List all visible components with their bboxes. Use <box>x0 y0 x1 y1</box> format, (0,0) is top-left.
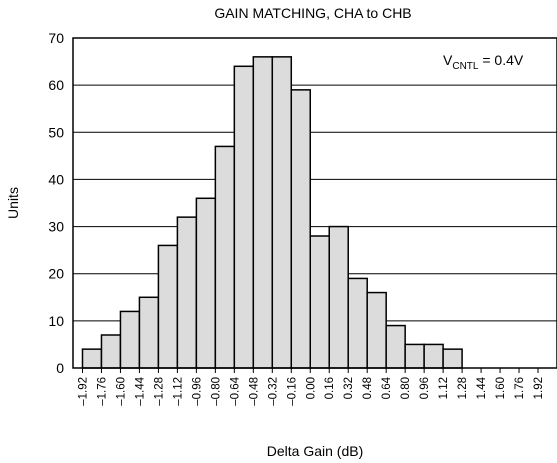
x-tick-label: 1.44 <box>476 376 488 399</box>
histogram-bar <box>214 145 236 369</box>
x-tick-label: –0.48 <box>248 377 260 406</box>
x-tick-label: 0.96 <box>419 377 431 399</box>
x-tick-label: 1.60 <box>495 377 507 399</box>
y-tick-label: 30 <box>48 219 64 235</box>
histogram-bar <box>347 277 368 369</box>
x-axis-ticks: –1.92 –1.76 –1.60 –1.44 –1.28 –1.12 –0.96 –0.80… <box>77 368 545 406</box>
chart-title: GAIN MATCHING, CHA to CHB <box>214 5 411 21</box>
histogram-bar <box>423 343 444 369</box>
x-tick-label: –1.28 <box>153 377 165 406</box>
y-tick-label: 20 <box>48 266 64 282</box>
x-tick-label: 0.16 <box>324 377 336 399</box>
x-tick-label: –0.16 <box>286 377 298 406</box>
histogram-bar <box>138 296 160 369</box>
y-axis-ticks: 0 10 20 30 40 50 60 70 <box>48 30 64 376</box>
histogram-bar <box>252 56 274 369</box>
x-tick-label: –0.96 <box>191 377 203 406</box>
histogram-bar <box>271 56 293 369</box>
y-axis-label: Units <box>5 187 21 219</box>
histogram-bar <box>290 89 312 369</box>
histogram-bar <box>404 343 425 369</box>
y-tick-label: 60 <box>48 77 64 93</box>
y-tick-label: 0 <box>56 360 64 376</box>
histogram-bar <box>366 291 387 369</box>
plot-frame <box>72 37 557 369</box>
histogram-bar <box>81 348 103 369</box>
histogram-bar <box>119 310 141 369</box>
histogram-bar <box>176 216 198 369</box>
histogram-bar <box>309 235 330 369</box>
x-tick-label: –1.60 <box>115 377 127 406</box>
histogram-bar <box>385 324 406 369</box>
histogram-bar <box>233 65 255 369</box>
x-tick-label: 0.48 <box>362 377 374 399</box>
x-tick-label: –0.80 <box>210 377 222 406</box>
y-tick-label: 10 <box>48 313 64 329</box>
x-tick-label: –1.12 <box>172 377 184 406</box>
x-tick-label: 1.28 <box>457 377 469 399</box>
x-tick-label: 1.76 <box>514 377 526 399</box>
histogram-bar <box>157 244 179 369</box>
x-tick-label: –0.32 <box>267 377 279 406</box>
y-tick-label: 40 <box>48 171 64 187</box>
x-tick-label: 1.92 <box>533 377 545 399</box>
histogram-bar <box>328 225 349 369</box>
x-tick-label: 0.64 <box>381 376 393 399</box>
x-tick-label: –1.92 <box>77 377 89 406</box>
histogram-bar <box>100 334 122 369</box>
x-tick-label: –1.76 <box>96 377 108 406</box>
vcntl-annotation: VCNTL = 0.4V <box>443 52 524 72</box>
y-tick-label: 50 <box>48 124 64 140</box>
x-tick-label: 1.12 <box>438 377 450 399</box>
x-tick-label: –0.64 <box>229 376 241 405</box>
histogram-bar <box>442 348 463 369</box>
y-tick-label: 70 <box>48 30 64 46</box>
x-axis-label: Delta Gain (dB) <box>267 443 363 459</box>
x-tick-label: 0.80 <box>400 377 412 399</box>
x-tick-label: –1.44 <box>134 376 146 405</box>
gridlines <box>73 84 557 322</box>
x-tick-label: 0.00 <box>305 377 317 399</box>
histogram-bar <box>195 197 217 369</box>
x-tick-label: 0.32 <box>343 377 355 399</box>
